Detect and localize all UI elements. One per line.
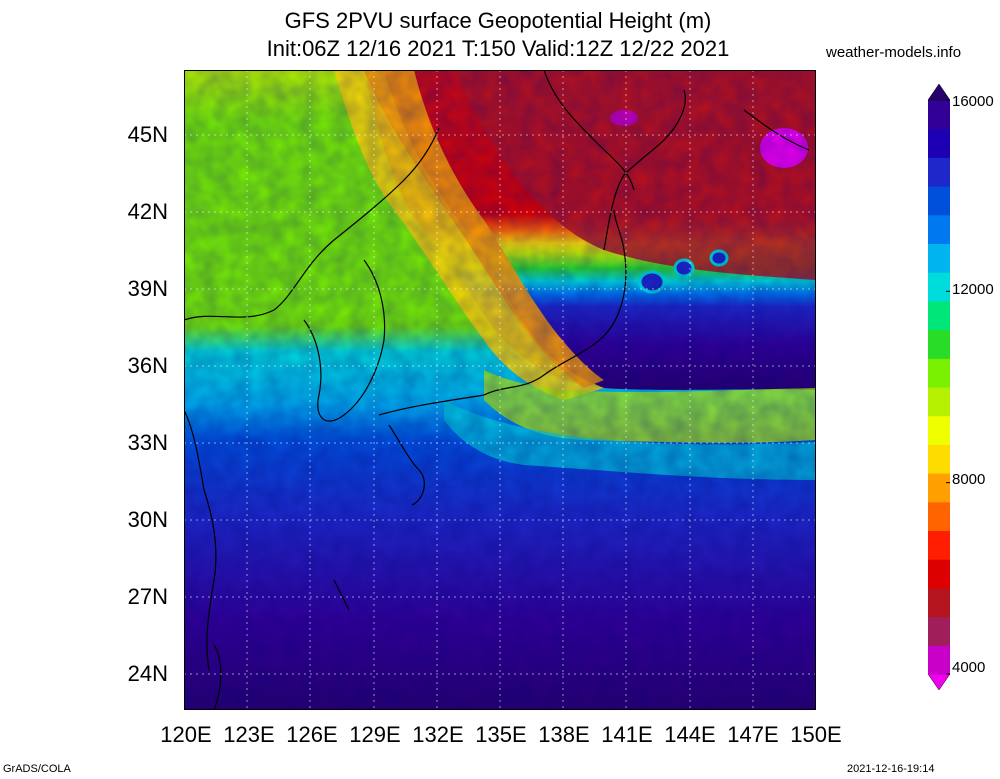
lat-label: 42N (127, 199, 168, 224)
lon-label: 132E (412, 722, 464, 747)
lon-label: 141E (601, 722, 653, 747)
colorbar-swatch (928, 387, 950, 417)
colorbar-swatch (928, 128, 950, 158)
colorbar-swatch (928, 587, 950, 618)
colorbar-label: 16000 (952, 93, 994, 110)
lat-label: 30N (127, 507, 168, 532)
lat-label: 36N (127, 353, 168, 378)
lon-label: 144E (664, 722, 716, 747)
colorbar (928, 84, 950, 690)
colorbar-swatch (928, 214, 950, 244)
lon-label: 135E (475, 722, 527, 747)
colorbar-swatch (928, 272, 950, 302)
colorbar-swatch (928, 473, 950, 503)
colorbar-swatch (928, 100, 950, 130)
colorbar-label: 12000 (952, 281, 994, 298)
map-plot (184, 70, 816, 710)
lat-label: 39N (127, 276, 168, 301)
render-timestamp: 2021-12-16-19:14 (847, 763, 935, 775)
lon-label: 138E (538, 722, 590, 747)
colorbar-high-triangle (928, 84, 950, 101)
colorbar-swatch (928, 444, 950, 474)
lon-label: 123E (223, 722, 275, 747)
software-credit: GrADS/COLA (3, 763, 71, 775)
site-label: weather-models.info (826, 44, 962, 61)
lon-label: 150E (790, 722, 842, 747)
colorbar-swatch (928, 645, 950, 675)
colorbar-swatch (928, 415, 950, 445)
colorbar-label: 4000 (952, 659, 986, 676)
colorbar-swatch (928, 358, 950, 388)
graticule (184, 70, 816, 710)
colorbar-swatch (928, 186, 950, 216)
colorbar-swatch (928, 157, 950, 187)
colorbar-swatch (928, 616, 950, 646)
colorbar-swatch (928, 501, 950, 531)
plot-frame (184, 70, 816, 710)
lon-label: 126E (286, 722, 338, 747)
lon-label: 147E (727, 722, 779, 747)
lat-label: 24N (127, 661, 168, 686)
lon-label: 120E (160, 722, 212, 747)
colorbar-swatch (928, 329, 950, 359)
colorbar-swatch (928, 559, 950, 589)
colorbar-swatch (928, 300, 950, 331)
colorbar-label: 8000 (952, 471, 986, 488)
lat-label: 45N (127, 122, 168, 147)
colorbar-low-triangle (928, 673, 950, 690)
lat-label: 27N (127, 584, 168, 609)
coastlines (184, 70, 810, 710)
colorbar-swatch (928, 530, 950, 560)
colorbar-swatch (928, 243, 950, 273)
lat-label: 33N (127, 430, 168, 455)
map-title: GFS 2PVU surface Geopotential Height (m) (284, 8, 712, 33)
lon-label: 129E (349, 722, 401, 747)
map-subtitle: Init:06Z 12/16 2021 T:150 Valid:12Z 12/2… (266, 36, 730, 61)
